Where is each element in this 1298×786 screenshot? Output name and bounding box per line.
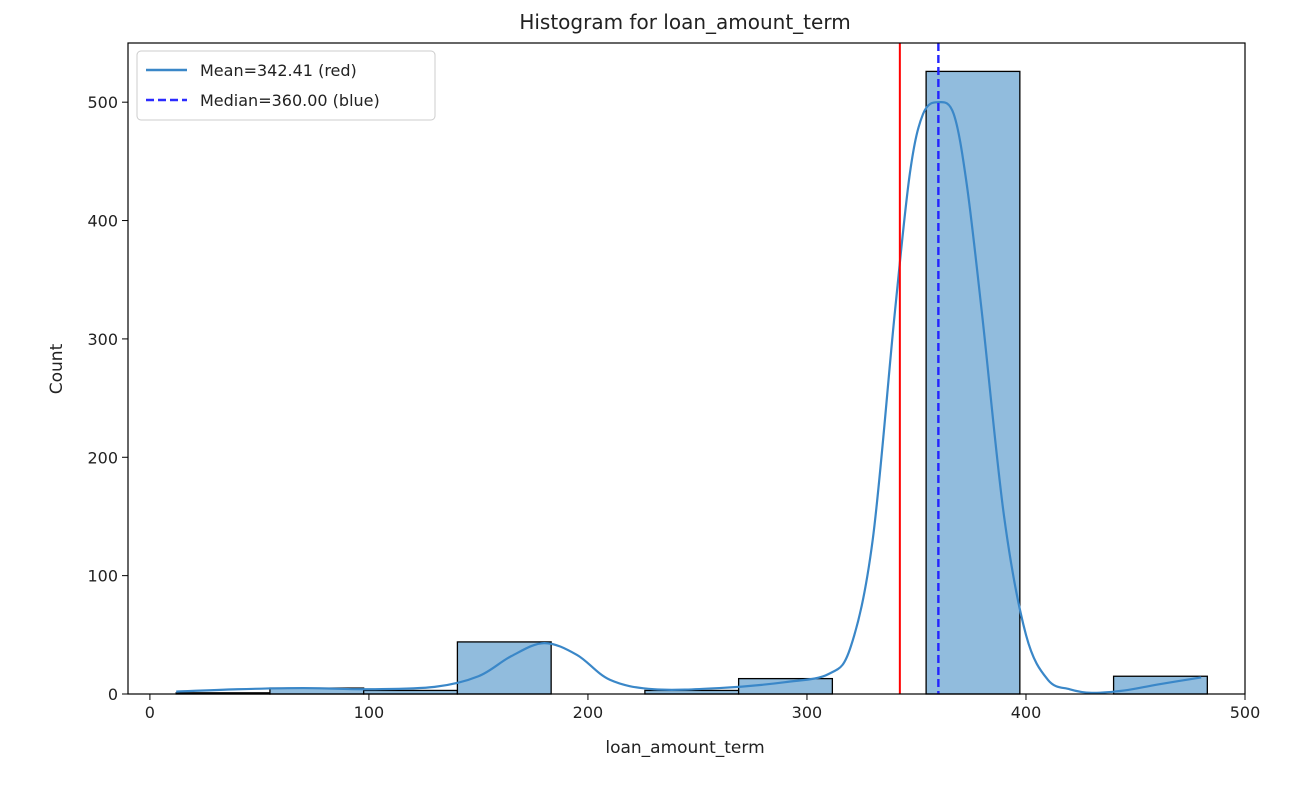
legend-mean-label: Mean=342.41 (red) (200, 61, 357, 80)
x-tick-label: 400 (1011, 703, 1042, 722)
x-tick-label: 300 (792, 703, 823, 722)
plot-area: 0 100 200 300 400 500 0 100 200 300 400 500 (87, 42, 1261, 722)
legend-median-label: Median=360.00 (blue) (200, 91, 380, 110)
y-axis-label: Count (47, 343, 67, 394)
legend-box (136, 50, 436, 121)
x-tick-label: 500 (1230, 703, 1261, 722)
histogram-bar (456, 641, 552, 695)
y-tick-label: 500 (87, 93, 118, 112)
chart-title: Histogram for loan_amount_term (519, 10, 850, 34)
histogram-bar (925, 70, 1021, 695)
y-tick-label: 0 (108, 685, 118, 704)
y-tick-label: 200 (87, 448, 118, 467)
y-tick-label: 400 (87, 212, 118, 231)
x-axis-label: loan_amount_term (605, 738, 764, 758)
y-tick-label: 100 (87, 567, 118, 586)
kde-curve (176, 100, 1202, 694)
plot-frame (127, 42, 1246, 695)
x-tick-label: 0 (145, 703, 155, 722)
y-tick-label: 300 (87, 330, 118, 349)
x-tick-label: 200 (573, 703, 604, 722)
x-tick-label: 100 (354, 703, 385, 722)
legend: Mean=342.41 (red) Median=360.00 (blue) (136, 50, 436, 121)
